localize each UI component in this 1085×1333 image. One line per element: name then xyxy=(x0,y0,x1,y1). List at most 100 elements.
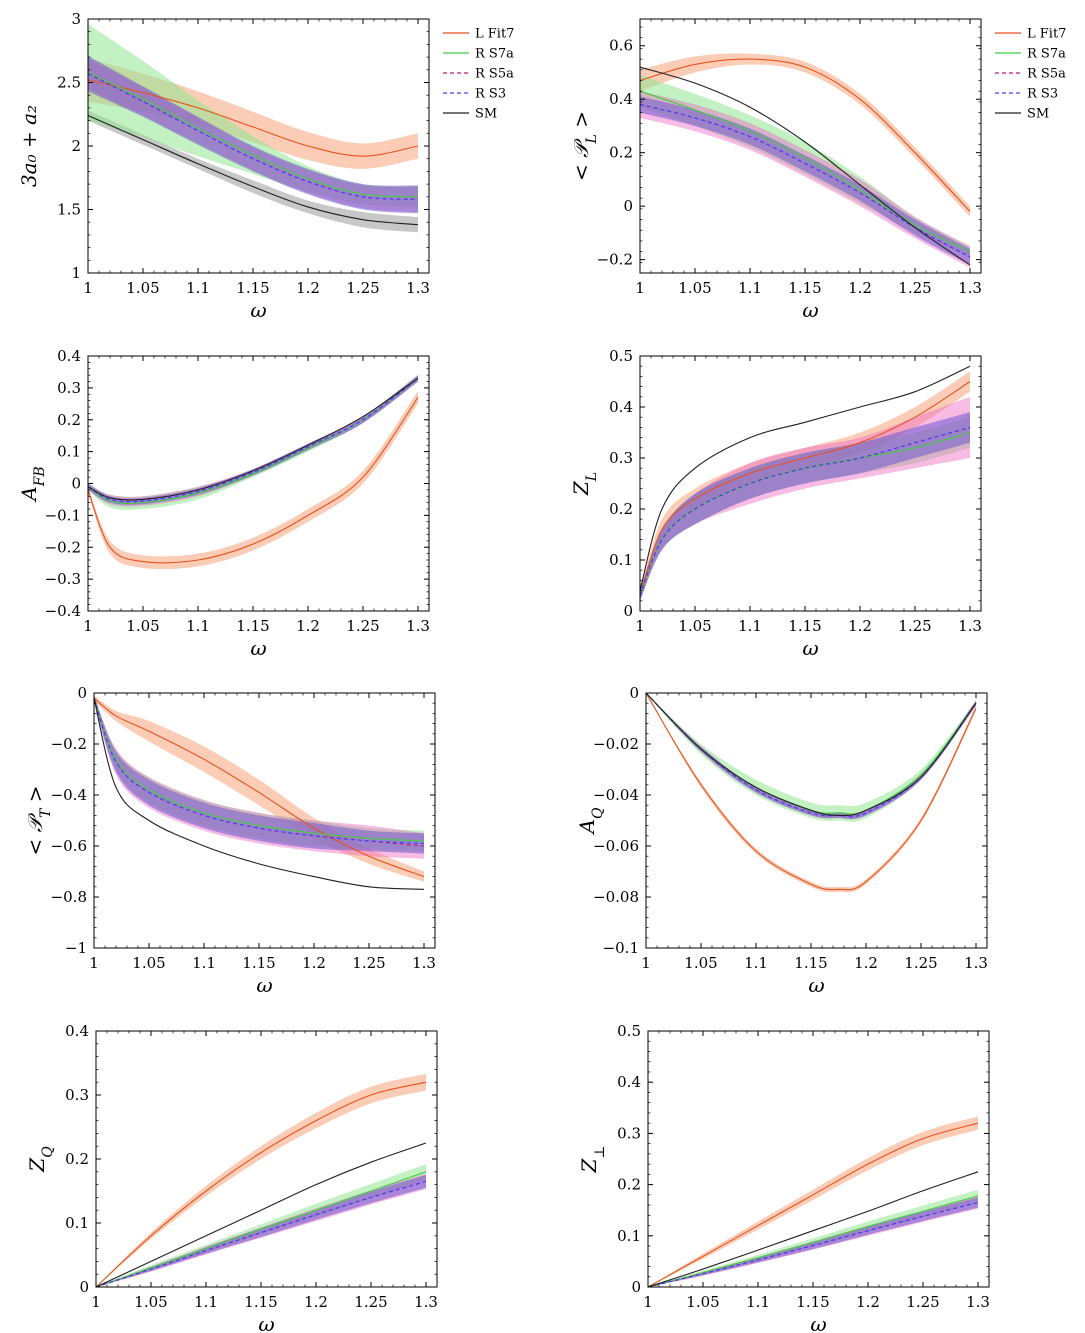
x-tick-label: 1.25 xyxy=(346,279,379,297)
x-tick-label: 1.25 xyxy=(904,954,937,972)
x-tick-label: 1.3 xyxy=(966,1293,990,1311)
legend-label: R S3 xyxy=(1027,87,1058,102)
y-tick-label: 0.4 xyxy=(609,90,633,108)
plot-area xyxy=(640,365,971,601)
plot-area xyxy=(88,24,419,233)
x-tick-label: 1.15 xyxy=(788,617,821,635)
series-line-l-fit7 xyxy=(640,58,971,212)
x-tick-label: 1.3 xyxy=(412,954,436,972)
y-tick-label: 3 xyxy=(71,10,81,28)
series-line-r-s3 xyxy=(640,426,971,596)
band-l-fit7 xyxy=(646,693,976,893)
band-l-fit7 xyxy=(88,391,418,570)
band-r-s3 xyxy=(640,412,970,601)
y-tick-label: −0.8 xyxy=(51,888,87,906)
x-tick-label: 1.25 xyxy=(354,1293,387,1311)
x-tick-label: 1.15 xyxy=(244,1293,277,1311)
legend-label: SM xyxy=(1027,107,1049,122)
series-line-r-s7a xyxy=(648,1195,979,1287)
series-line-l-fit7 xyxy=(640,381,971,596)
band-r-s3 xyxy=(88,55,418,214)
chart-panel-5: 1 1.05 1.1 1.15 1.2 1.25 1.3 −1 −0.8 −0.6 −0.4 −0.2… xyxy=(23,684,436,997)
x-tick-label: 1.25 xyxy=(352,954,385,972)
x-tick-label: 1.1 xyxy=(192,954,216,972)
plot-frame xyxy=(95,1030,438,1288)
x-tick-label: 1.3 xyxy=(414,1293,438,1311)
y-tick-label: −0.4 xyxy=(45,602,81,620)
y-tick-label: −0.3 xyxy=(45,570,81,588)
x-tick-label: 1 xyxy=(635,279,645,297)
x-tick-label: 1.15 xyxy=(788,279,821,297)
series-line-l-fit7 xyxy=(96,1081,427,1287)
series-line-l-fit7 xyxy=(94,697,425,878)
x-tick-label: 1.05 xyxy=(678,617,711,635)
x-tick-label: 1 xyxy=(91,1293,101,1311)
x-axis-label: ω xyxy=(258,1312,274,1333)
band-l-fit7 xyxy=(648,1116,978,1287)
plot-frame xyxy=(639,18,982,274)
x-tick-label: 1.05 xyxy=(126,279,159,297)
x-tick-label: 1.1 xyxy=(744,954,768,972)
chart-panel-6: 1 1.05 1.1 1.15 1.2 1.25 1.3 −0.1 −0.08 −0.06 −0.0… xyxy=(575,684,988,997)
y-tick-label: 0.1 xyxy=(57,443,81,461)
chart-panel-8: 1 1.05 1.1 1.15 1.2 1.25 1.3 0 0.1 0.2 0.3 0.4 0.5 ω Z… xyxy=(577,1022,990,1333)
x-tick-label: 1.1 xyxy=(738,279,762,297)
series-line-sm xyxy=(96,1142,427,1287)
y-axis-label: 3a₀ + a₂ xyxy=(17,105,41,187)
y-tick-label: 0.2 xyxy=(65,1150,89,1168)
x-tick-label: 1.2 xyxy=(856,1293,880,1311)
x-tick-label: 1.15 xyxy=(796,1293,829,1311)
y-tick-label: 0.2 xyxy=(617,1176,641,1194)
series-line-sm xyxy=(94,697,425,890)
x-tick-label: 1.15 xyxy=(794,954,827,972)
y-tick-label: 0.1 xyxy=(617,1227,641,1245)
x-tick-label: 1.2 xyxy=(296,617,320,635)
y-tick-label: 0.1 xyxy=(609,551,633,569)
y-tick-label: 2 xyxy=(71,137,81,155)
x-tick-label: 1.05 xyxy=(132,954,165,972)
series-line-r-s3 xyxy=(646,693,977,818)
series-line-r-s3 xyxy=(648,1201,979,1287)
series-line-l-fit7 xyxy=(646,693,977,891)
x-tick-label: 1 xyxy=(83,617,93,635)
band-r-s3 xyxy=(94,695,424,854)
y-tick-label: 0 xyxy=(629,684,639,702)
plot-frame xyxy=(93,692,436,949)
x-tick-label: 1.3 xyxy=(406,279,430,297)
chart-panel-2: 1 1.05 1.1 1.15 1.2 1.25 1.3 −0.2 0 0.2 0.4 0.6 ω < 𝒫… xyxy=(569,18,1066,322)
plot-area xyxy=(96,1073,427,1287)
y-tick-label: −0.2 xyxy=(51,735,87,753)
plot-area xyxy=(640,53,971,268)
y-tick-label: −1 xyxy=(65,939,87,957)
series-line-r-s7a xyxy=(640,90,971,253)
band-r-s3 xyxy=(88,375,418,505)
y-tick-label: 0.4 xyxy=(609,398,633,416)
legend: L Fit7 R S7a R S5a R S3 SM xyxy=(443,27,514,122)
band-r-s3 xyxy=(96,1175,426,1287)
x-tick-label: 1.15 xyxy=(242,954,275,972)
y-tick-label: 0.5 xyxy=(617,1022,641,1040)
series-line-sm xyxy=(88,377,419,501)
series-line-r-s3 xyxy=(96,1180,427,1287)
x-tick-label: 1.3 xyxy=(406,617,430,635)
series-line-r-s3 xyxy=(88,73,419,200)
x-tick-label: 1.1 xyxy=(194,1293,218,1311)
y-tick-label: 0.4 xyxy=(617,1073,641,1091)
x-tick-label: 1.1 xyxy=(746,1293,770,1311)
series-line-r-s7a xyxy=(88,377,419,504)
x-tick-label: 1.2 xyxy=(848,279,872,297)
legend-label: R S7a xyxy=(475,47,514,62)
y-axis-label: ZL xyxy=(569,472,600,496)
x-tick-label: 1 xyxy=(643,1293,653,1311)
legend: L Fit7 R S7a R S5a R S3 SM xyxy=(995,27,1066,122)
y-tick-label: −0.08 xyxy=(593,888,639,906)
series-line-sm xyxy=(640,365,971,591)
x-tick-label: 1.1 xyxy=(186,279,210,297)
y-tick-label: −0.2 xyxy=(597,251,633,269)
legend-label: R S5a xyxy=(1027,67,1066,82)
x-axis-label: ω xyxy=(802,298,818,322)
x-tick-label: 1.25 xyxy=(346,617,379,635)
plot-frame xyxy=(639,355,982,612)
y-tick-label: 1 xyxy=(71,264,81,282)
x-tick-label: 1 xyxy=(89,954,99,972)
